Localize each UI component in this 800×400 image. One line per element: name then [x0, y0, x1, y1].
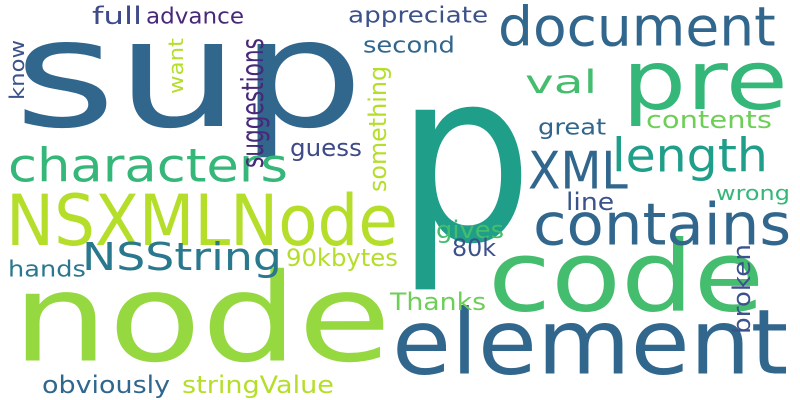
word-broken: broken	[727, 244, 756, 334]
word-nsstring: NSString	[82, 234, 282, 280]
word-node: node	[12, 247, 392, 390]
word-line: line	[566, 187, 615, 216]
word-stringvalue: stringValue	[182, 370, 334, 399]
word-p: p	[396, 18, 534, 298]
word-xml: XML	[528, 140, 628, 202]
word-characters: characters	[8, 138, 288, 193]
word-code: code	[488, 219, 765, 334]
word-sup: sup	[14, 0, 364, 162]
word-know: know	[5, 39, 29, 100]
word-contains: contains	[533, 190, 792, 259]
word-hands: hands	[8, 256, 86, 282]
word-full: full	[92, 1, 143, 30]
word-gives: gives	[436, 215, 505, 244]
word-element: element	[392, 289, 789, 396]
word-90kbytes: 90kbytes	[286, 243, 398, 272]
word-suggestions: suggestions	[235, 38, 271, 168]
word-length: length	[612, 128, 768, 183]
word-80k: 80k	[452, 233, 497, 262]
word-guess: guess	[290, 133, 362, 162]
word-great: great	[538, 114, 607, 140]
word-want: want	[164, 38, 188, 94]
word-nsxmlnode: NSXMLNode	[6, 179, 398, 262]
word-advance: advance	[146, 3, 245, 29]
word-appreciate: appreciate	[348, 2, 489, 28]
word-document: document	[498, 0, 776, 59]
word-second: second	[363, 32, 455, 58]
word-val: val	[525, 63, 598, 101]
word-something: something	[363, 65, 392, 192]
word-obviously: obviously	[42, 370, 171, 399]
word-pre: pre	[622, 32, 788, 129]
word-contents: contents	[646, 105, 772, 134]
word-thanks: Thanks	[390, 287, 487, 316]
word-wrong: wrong	[716, 181, 790, 205]
